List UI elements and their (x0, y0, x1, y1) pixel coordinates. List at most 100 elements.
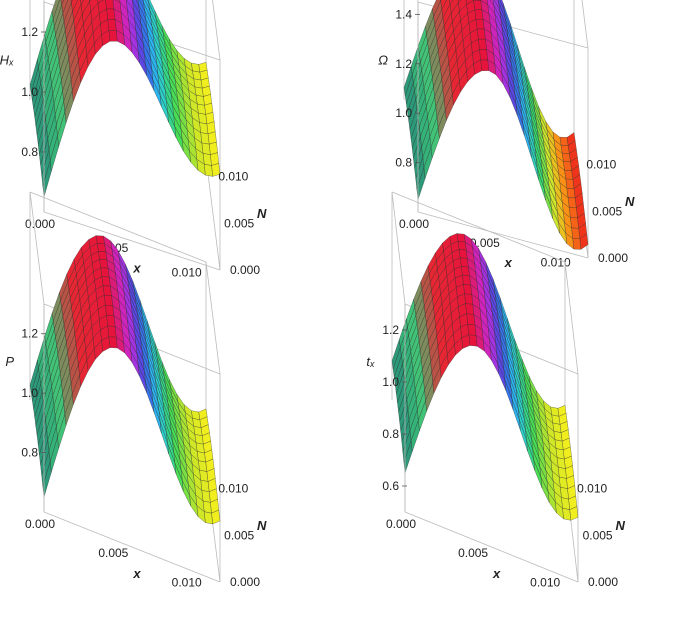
n-tick-label: 0.010 (218, 482, 248, 496)
surface-patch (476, 28, 486, 40)
surface-patch (459, 257, 469, 268)
surface-patch (106, 8, 116, 20)
z-tick-label: 1.2 (21, 25, 38, 39)
surface-patch (403, 440, 413, 474)
n-axis-line (205, 157, 221, 271)
x-tick-label: 0.000 (25, 217, 55, 231)
surface-patch (108, 30, 118, 42)
surface-panel-4: 0.6 0.8 1.0 1.2 tₓ 0.000 0.005 0.010 x 0.000 0.005… (366, 191, 626, 589)
surface-patch (42, 160, 52, 198)
z-tick-label: 0.8 (382, 427, 399, 441)
surface-patch (456, 233, 466, 243)
surface-patch (42, 461, 52, 498)
surface-patch (557, 466, 567, 479)
n-tick-label: 0.005 (224, 216, 254, 230)
z-tick-label: 1.0 (395, 106, 412, 120)
surface-patch (99, 259, 109, 269)
surface-patch (200, 132, 210, 145)
surface-patch (467, 323, 477, 336)
surface-mesh (403, 0, 589, 250)
x-axis-label: x (132, 566, 141, 581)
n-axis-label: N (257, 518, 267, 533)
n-tick-label: 0.005 (224, 528, 254, 542)
n-tick-label: 0.000 (588, 575, 618, 589)
x-axis-line (43, 511, 221, 583)
z-axis-label: P (5, 354, 14, 369)
surface-patch (466, 313, 476, 326)
z-tick-label: 1.2 (382, 323, 399, 337)
x-tick-label: 0.010 (541, 255, 571, 269)
surface-patch (464, 293, 474, 305)
surface-patch (95, 235, 105, 245)
z-axis-label: Ω (378, 53, 388, 68)
x-tick-label: 0.010 (530, 575, 560, 589)
n-tick-label: 0.000 (598, 251, 628, 265)
surface-patch (473, 0, 483, 11)
surface-patch (572, 238, 582, 250)
surface-patch (480, 59, 490, 72)
x-axis-label: x (492, 566, 501, 581)
z-tick-label: 1.4 (395, 7, 412, 21)
surface-patch (203, 511, 213, 525)
z-tick-label: 1.0 (21, 85, 38, 99)
surface-mesh (29, 235, 221, 525)
n-axis-label: N (625, 194, 635, 209)
surface-patch (416, 167, 426, 200)
surface-patch (105, 0, 115, 10)
n-tick-label: 0.000 (230, 263, 260, 277)
surface-patch (465, 303, 475, 315)
n-axis-label: N (616, 518, 626, 533)
surface-panel-1: 0.81.01.2Hₓ0.0000.0050.010x0.0000.0050.0… (0, 0, 267, 279)
surface-patch (107, 19, 117, 31)
surface-patch (96, 243, 106, 252)
z-tick-label: 1.0 (382, 375, 399, 389)
surface-patch (457, 241, 467, 251)
surface-patch (479, 49, 488, 61)
z-tick-label: 0.8 (21, 145, 38, 159)
surface-mesh (29, 0, 221, 198)
x-tick-label: 0.005 (98, 546, 128, 560)
surface-patch (497, 0, 499, 2)
z-tick-label: 0.6 (382, 479, 399, 493)
n-axis-label: N (257, 206, 267, 221)
surface-patch (463, 284, 472, 295)
surface-patch (565, 178, 575, 189)
surface-patch (203, 163, 213, 177)
z-tick-label: 0.8 (395, 156, 412, 170)
x-axis-label: x (132, 261, 141, 276)
surface-patch (478, 38, 487, 50)
surface-patch (475, 18, 485, 30)
n-tick-label: 0.010 (218, 170, 248, 184)
n-tick-label: 0.005 (583, 528, 613, 542)
z-tick-label: 1.0 (21, 386, 38, 400)
x-tick-label: 0.010 (172, 265, 202, 279)
surface-patch (101, 276, 111, 287)
surface-patch (196, 103, 206, 115)
surface-patch (462, 274, 471, 286)
surface-patch (561, 153, 571, 163)
n-tick-label: 0.000 (230, 575, 260, 589)
surface-patch (474, 9, 484, 20)
surface-mesh (391, 233, 579, 521)
z-tick-label: 1.2 (21, 327, 38, 341)
x-tick-label: 0.010 (172, 575, 202, 589)
surface-patch (103, 294, 113, 306)
surface-patch (98, 251, 108, 261)
surface-patch (102, 285, 112, 296)
n-tick-label: 0.010 (586, 158, 616, 172)
surface-patch (468, 334, 478, 347)
x-axis-line (404, 511, 579, 583)
x-tick-label: 0.000 (25, 517, 55, 531)
x-axis-label: x (504, 255, 513, 270)
surface-patch (107, 325, 117, 338)
surface-patch (200, 479, 210, 493)
z-tick-label: 0.8 (21, 446, 38, 460)
surface-patch (100, 267, 110, 278)
surface-panel-3: 0.8 1.0 1.2 P 0.000 0.005 0.010 x 0.000 0.005 0.01… (5, 191, 267, 589)
surface-patch (105, 304, 115, 317)
z-axis-label: Hₓ (0, 53, 14, 68)
z-axis-label: tₓ (366, 354, 375, 369)
x-tick-label: 0.000 (386, 517, 416, 531)
